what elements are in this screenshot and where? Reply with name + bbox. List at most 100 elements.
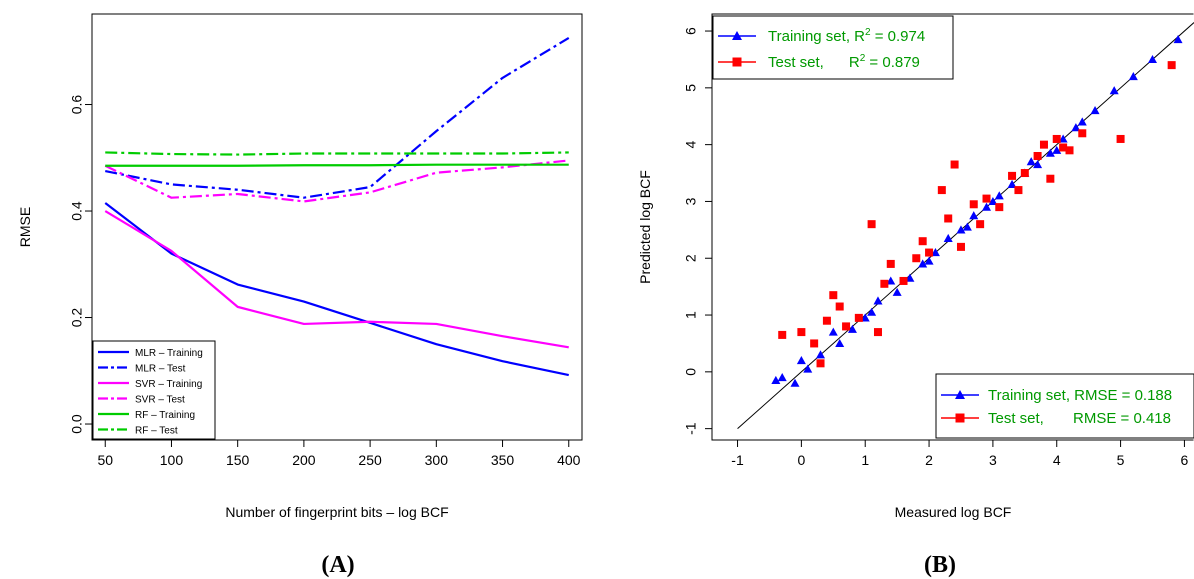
y-tick-label: 0.0 <box>69 414 85 434</box>
y-tick-label: 0.4 <box>69 201 85 221</box>
test-point <box>1008 171 1017 180</box>
training-point <box>930 248 940 257</box>
legend-label: MLR – Training <box>135 348 203 359</box>
series-line-rf-test <box>105 151 569 156</box>
test-point <box>1116 134 1125 143</box>
y-tick-label: 0.2 <box>69 308 85 328</box>
training-point <box>803 364 813 373</box>
training-point <box>982 202 992 211</box>
test-point <box>1039 140 1048 149</box>
y-tick-label: 1 <box>683 311 699 319</box>
legend-top-label: Training set, R2 = 0.974 <box>768 27 925 45</box>
test-point <box>810 339 819 348</box>
test-point <box>982 194 991 203</box>
training-point <box>796 355 806 365</box>
x-tick-label: 350 <box>491 452 515 468</box>
training-point <box>905 273 915 282</box>
y-tick-label: 6 <box>683 27 699 35</box>
x-tick-label: 5 <box>1117 452 1125 468</box>
x-tick-label: 4 <box>1053 452 1061 468</box>
test-point <box>867 220 876 229</box>
test-point <box>976 220 985 229</box>
test-point <box>912 254 921 263</box>
y-tick-label: 2 <box>683 254 699 262</box>
test-point <box>950 160 959 169</box>
x-axis-label: Number of fingerprint bits – log BCF <box>225 504 448 520</box>
x-tick-label: 100 <box>160 452 184 468</box>
training-point <box>847 324 857 333</box>
training-point <box>1026 157 1036 166</box>
x-tick-label: 150 <box>226 452 250 468</box>
x-tick-label: 50 <box>97 452 113 468</box>
test-point <box>1033 152 1042 160</box>
x-axis-label: Measured log BCF <box>895 504 1012 520</box>
x-tick-label: 1 <box>861 452 869 468</box>
test-point <box>1020 169 1029 178</box>
legend-bottom-label: Training set, RMSE = 0.188 <box>988 387 1172 404</box>
y-axis-label: RMSE <box>17 207 33 247</box>
training-point <box>1148 54 1158 64</box>
x-tick-label: 3 <box>989 452 997 468</box>
legend-square-marker <box>732 57 742 67</box>
legend-label: MLR – Test <box>135 364 186 375</box>
test-point <box>835 302 844 311</box>
y-tick-label: 4 <box>683 141 699 149</box>
legend-label: SVR – Training <box>135 379 202 390</box>
training-point <box>771 375 781 384</box>
test-point <box>1052 134 1061 143</box>
x-tick-label: 400 <box>557 452 581 468</box>
training-point <box>988 196 998 206</box>
legend-bottom-box <box>935 373 1194 439</box>
training-point <box>1033 160 1043 169</box>
test-point <box>797 328 806 337</box>
x-tick-label: 2 <box>925 452 933 468</box>
legend-top-label: Test set, R2 = 0.879 <box>768 53 920 71</box>
training-point <box>962 222 972 231</box>
training-point <box>969 211 979 220</box>
legend-box <box>92 340 216 440</box>
y-tick-label: 5 <box>683 84 699 92</box>
legend-label: RF – Training <box>135 410 195 421</box>
training-point <box>816 350 826 359</box>
x-tick-label: 250 <box>358 452 382 468</box>
x-tick-label: 300 <box>425 452 449 468</box>
training-point <box>1173 35 1183 44</box>
training-point <box>828 327 838 336</box>
training-point <box>867 307 877 316</box>
training-point <box>956 225 966 234</box>
training-point <box>790 378 800 387</box>
test-point <box>854 313 863 322</box>
test-point <box>969 200 978 209</box>
y-tick-label: 0 <box>683 368 699 376</box>
training-point <box>886 276 896 285</box>
legend-triangle-marker <box>732 31 742 40</box>
test-point <box>918 237 927 246</box>
training-point <box>1090 106 1100 115</box>
test-point <box>995 203 1004 212</box>
training-point <box>994 191 1004 200</box>
test-point <box>1014 186 1023 195</box>
legend-label: RF – Test <box>135 426 178 437</box>
training-point <box>835 338 845 348</box>
training-point <box>1007 179 1017 188</box>
panel-label-b: (B) <box>924 552 956 578</box>
test-point <box>1078 129 1087 138</box>
legend-top-box <box>712 15 954 80</box>
y-axis-label: Predicted log BCF <box>637 170 653 284</box>
x-tick-label: 6 <box>1181 452 1189 468</box>
test-point <box>925 248 934 257</box>
test-point <box>873 328 882 337</box>
training-point <box>1071 123 1081 132</box>
training-point <box>892 287 902 296</box>
x-tick-label: -1 <box>731 452 744 468</box>
training-point <box>860 313 870 322</box>
legend-label: SVR – Test <box>135 395 185 406</box>
series-line-svr-test <box>104 159 569 203</box>
training-point <box>1109 86 1119 95</box>
plot-frame <box>711 13 1194 441</box>
y-tick-label: 0.6 <box>69 95 85 115</box>
training-point <box>1128 71 1138 81</box>
training-point <box>1058 134 1068 143</box>
series-line-mlr-training <box>104 202 569 377</box>
